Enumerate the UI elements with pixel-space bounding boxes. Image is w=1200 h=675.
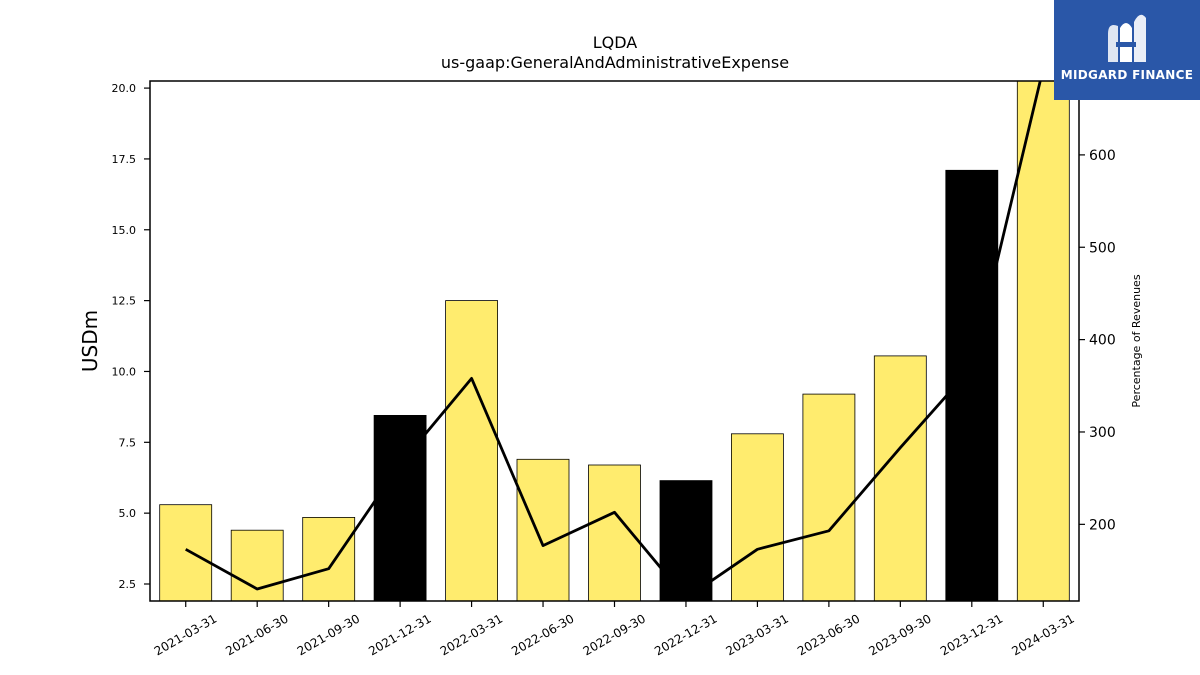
- left-axis: 2.5 5.0 7.5 10.0 12.5 15.0 17.5 20.0: [112, 82, 150, 591]
- chart-title: LQDA: [593, 33, 638, 52]
- y-tick-label: 10.0: [112, 365, 137, 378]
- bar-2023-06-30: [802, 393, 856, 601]
- logo-text: MIDGARD FINANCE: [1060, 68, 1194, 82]
- y2-axis-label: Percentage of Revenues: [1130, 274, 1143, 407]
- x-tick-label: 2024-03-31: [1009, 611, 1076, 658]
- chart-subtitle: us-gaap:GeneralAndAdministrativeExpense: [441, 53, 789, 72]
- x-tick-label: 2022-03-31: [438, 611, 505, 658]
- y2-tick-label: 500: [1089, 240, 1116, 256]
- x-tick-label: 2022-06-30: [509, 611, 576, 658]
- y-axis-label: USDm: [78, 310, 102, 372]
- x-tick-label: 2023-03-31: [723, 611, 790, 658]
- y2-tick-label: 200: [1089, 517, 1116, 533]
- y-tick-label: 15.0: [112, 224, 137, 237]
- right-axis: 200 300 400 500 600: [1079, 148, 1116, 533]
- x-tick-label: 2022-12-31: [652, 611, 719, 658]
- bar-2021-03-31: [159, 504, 213, 601]
- line-series: [185, 81, 1042, 600]
- bar-2022-03-31: [445, 300, 499, 601]
- y-tick-label: 12.5: [112, 295, 137, 308]
- x-axis: 2021-03-31 2021-06-30 2021-09-30 2021-12-31…: [152, 601, 1077, 658]
- y-tick-label: 20.0: [112, 82, 137, 95]
- x-tick-label: 2021-09-30: [295, 611, 362, 658]
- midgard-logo-icon: [1108, 14, 1146, 62]
- x-tick-label: 2023-06-30: [795, 611, 862, 658]
- bar-2023-03-31: [731, 433, 784, 601]
- x-tick-label: 2023-09-30: [866, 611, 933, 658]
- bar-2024-03-31: [1016, 81, 1070, 601]
- y-tick-label: 7.5: [119, 436, 137, 449]
- x-tick-label: 2021-03-31: [152, 611, 219, 658]
- y2-tick-label: 400: [1089, 333, 1116, 349]
- y-tick-label: 17.5: [112, 153, 137, 166]
- x-tick-label: 2022-09-30: [581, 611, 648, 658]
- y2-tick-label: 300: [1089, 425, 1116, 441]
- y-tick-label: 2.5: [119, 578, 137, 591]
- bar-2022-06-30: [516, 458, 570, 601]
- bar-2021-12-31: [373, 414, 427, 601]
- line-percentage-of-revenues: [185, 81, 1042, 600]
- midgard-finance-logo: MIDGARD FINANCE: [1054, 0, 1200, 100]
- bar-2021-09-30: [302, 517, 356, 601]
- bar-2023-09-30: [873, 355, 927, 601]
- y2-tick-label: 600: [1089, 148, 1116, 164]
- bar-series: [159, 81, 1070, 601]
- bar-2023-12-31: [945, 169, 999, 601]
- x-tick-label: 2023-12-31: [938, 611, 1005, 658]
- bar-2022-12-31: [659, 480, 713, 601]
- x-tick-label: 2021-06-30: [223, 611, 290, 658]
- y-tick-label: 5.0: [119, 507, 137, 520]
- x-tick-label: 2021-12-31: [366, 611, 433, 658]
